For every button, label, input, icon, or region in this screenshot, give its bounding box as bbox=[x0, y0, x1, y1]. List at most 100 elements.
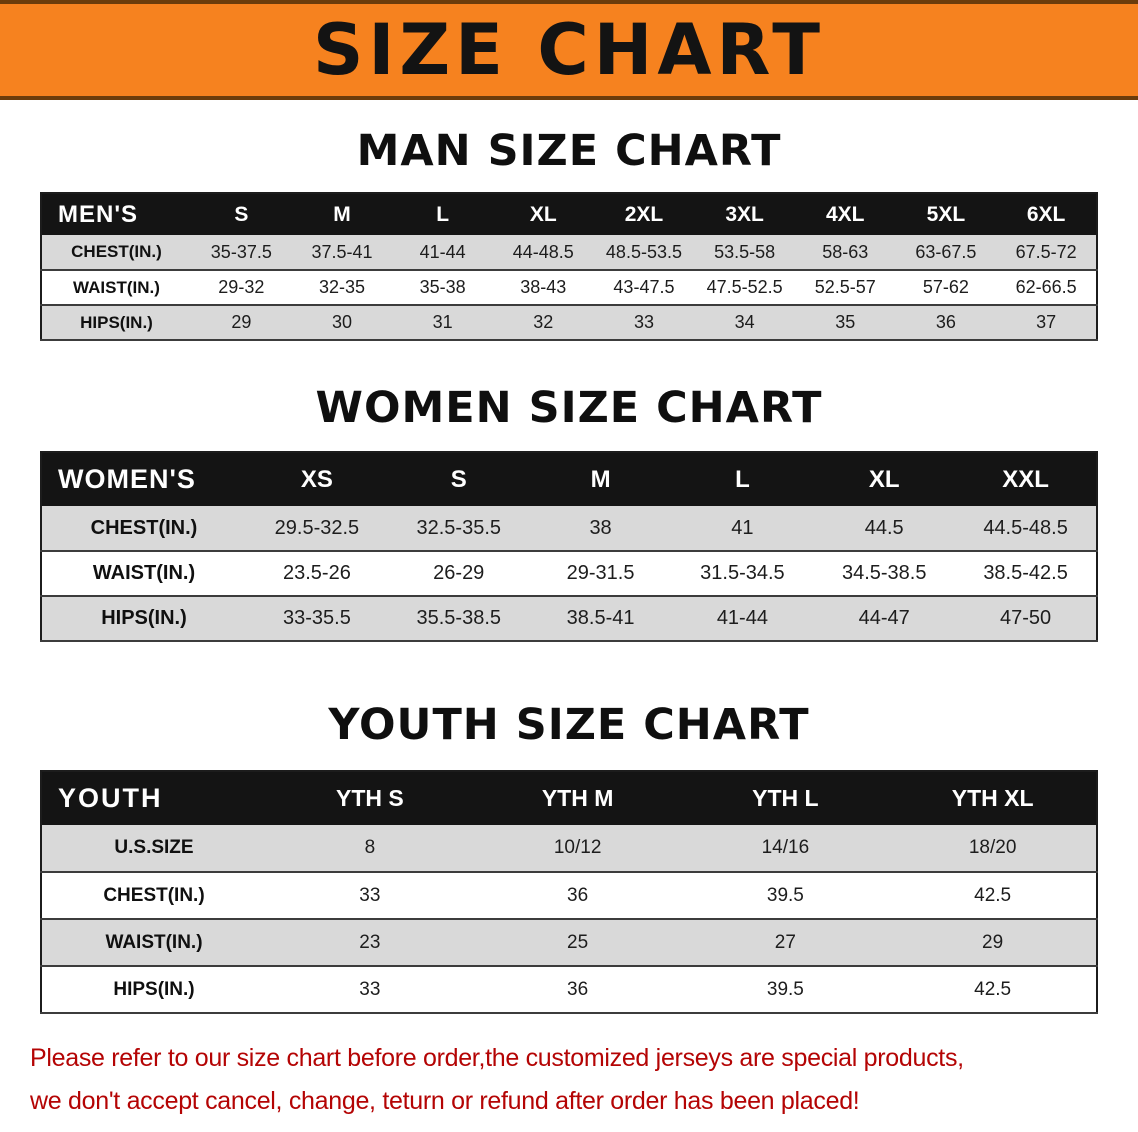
section-heading-youth: YOUTH SIZE CHART bbox=[328, 700, 810, 750]
cell-value: 30 bbox=[331, 312, 352, 332]
cell-value: 33 bbox=[633, 312, 654, 332]
cell-value: 10/12 bbox=[553, 837, 602, 858]
row-label: WAIST(IN.) bbox=[105, 931, 203, 953]
column-header: S bbox=[191, 193, 292, 235]
table-row: CHEST(IN.) 35-37.5 37.5-41 41-44 44-48.5 48.5… bbox=[41, 235, 1097, 270]
row-label: WAIST(IN.) bbox=[92, 562, 196, 584]
table-row: HIPS(IN.) 33 36 39.5 42.5 bbox=[41, 966, 1097, 1013]
column-header: YTH L bbox=[681, 771, 890, 825]
cell-value: 38 bbox=[589, 516, 612, 539]
cell-value: 57-62 bbox=[922, 277, 969, 297]
men-size-section: MAN SIZE CHART MEN'S S M L XL 2XL 3XL 4XL 5XL 6XL… bbox=[0, 126, 1138, 341]
cell-value: 44.5 bbox=[864, 516, 904, 539]
cell-value: 23 bbox=[359, 931, 381, 953]
column-header: 5XL bbox=[895, 193, 997, 235]
section-heading-men: MAN SIZE CHART bbox=[356, 126, 782, 176]
cell-value: 41 bbox=[731, 516, 754, 539]
cell-value: 35-38 bbox=[419, 277, 466, 297]
cell-value: 14/16 bbox=[761, 837, 810, 858]
row-label: HIPS(IN.) bbox=[101, 607, 187, 629]
column-header: YTH XL bbox=[889, 771, 1097, 825]
row-label: U.S.SIZE bbox=[114, 837, 194, 858]
cell-value: 36 bbox=[567, 978, 589, 1000]
cell-value: 38.5-41 bbox=[566, 607, 635, 629]
table-title: WOMEN'S bbox=[41, 452, 246, 506]
row-label: HIPS(IN.) bbox=[113, 978, 195, 1000]
table-row: HIPS(IN.) 29 30 31 32 33 34 35 36 37 bbox=[41, 305, 1097, 340]
table-row: WAIST(IN.) 23 25 27 29 bbox=[41, 919, 1097, 966]
table-title: YOUTH bbox=[41, 771, 266, 825]
column-header: XXL bbox=[955, 452, 1097, 506]
column-header: M bbox=[291, 193, 393, 235]
cell-value: 32-35 bbox=[318, 277, 365, 297]
table-header-row: WOMEN'S XS S M L XL XXL bbox=[41, 452, 1097, 506]
women-size-section: WOMEN SIZE CHART WOMEN'S XS S M L XL XXL CHEST(… bbox=[0, 383, 1138, 642]
cell-value: 31 bbox=[432, 312, 453, 332]
cell-value: 34 bbox=[734, 312, 755, 332]
cell-value: 23.5-26 bbox=[282, 562, 351, 584]
cell-value: 33 bbox=[359, 978, 381, 1000]
cell-value: 44-48.5 bbox=[512, 241, 574, 262]
cell-value: 32 bbox=[533, 312, 554, 332]
column-header: 2XL bbox=[593, 193, 695, 235]
cell-value: 33 bbox=[359, 884, 381, 906]
cell-value: 36 bbox=[935, 312, 956, 332]
column-header: YTH S bbox=[266, 771, 474, 825]
cell-value: 62-66.5 bbox=[1015, 277, 1077, 297]
column-header: XL bbox=[813, 452, 956, 506]
table-row: WAIST(IN.) 23.5-26 26-29 29-31.5 31.5-34.5 34… bbox=[41, 551, 1097, 596]
youth-size-section: YOUTH SIZE CHART YOUTH YTH S YTH M YTH L YTH… bbox=[0, 700, 1138, 1014]
cell-value: 41-44 bbox=[419, 241, 466, 262]
section-heading-women: WOMEN SIZE CHART bbox=[315, 383, 823, 433]
cell-value: 43-47.5 bbox=[613, 277, 675, 297]
column-header: S bbox=[387, 452, 530, 506]
footer-note: Please refer to our size chart before or… bbox=[0, 1042, 1138, 1117]
cell-value: 53.5-58 bbox=[714, 241, 776, 262]
cell-value: 31.5-34.5 bbox=[700, 562, 785, 584]
cell-value: 29-31.5 bbox=[566, 562, 635, 584]
column-header: 6XL bbox=[996, 193, 1097, 235]
cell-value: 44-47 bbox=[858, 607, 910, 629]
cell-value: 36 bbox=[567, 884, 589, 906]
cell-value: 42.5 bbox=[974, 978, 1012, 1000]
cell-value: 29 bbox=[231, 312, 252, 332]
table-row: HIPS(IN.) 33-35.5 35.5-38.5 38.5-41 41-44 44-… bbox=[41, 596, 1097, 641]
cell-value: 42.5 bbox=[974, 884, 1012, 906]
cell-value: 35.5-38.5 bbox=[416, 607, 501, 629]
table-title: MEN'S bbox=[41, 193, 191, 235]
women-size-table: WOMEN'S XS S M L XL XXL CHEST(IN.) 29.5-32.5 32.5… bbox=[40, 451, 1098, 642]
cell-value: 63-67.5 bbox=[915, 241, 977, 262]
table-row: WAIST(IN.) 29-32 32-35 35-38 38-43 43-47.5 47.… bbox=[41, 270, 1097, 305]
column-header: YTH M bbox=[473, 771, 682, 825]
column-header: 4XL bbox=[794, 193, 896, 235]
footer-line-1: Please refer to our size chart before or… bbox=[30, 1044, 964, 1072]
cell-value: 38.5-42.5 bbox=[983, 562, 1068, 584]
cell-value: 37 bbox=[1036, 312, 1057, 332]
cell-value: 35 bbox=[835, 312, 856, 332]
cell-value: 38-43 bbox=[520, 277, 567, 297]
cell-value: 44.5-48.5 bbox=[983, 516, 1068, 539]
row-label: CHEST(IN.) bbox=[90, 516, 198, 539]
row-label: HIPS(IN.) bbox=[80, 312, 153, 332]
table-header-row: YOUTH YTH S YTH M YTH L YTH XL bbox=[41, 771, 1097, 825]
cell-value: 8 bbox=[364, 837, 376, 858]
cell-value: 33-35.5 bbox=[282, 607, 351, 629]
column-header: M bbox=[529, 452, 672, 506]
youth-size-table: YOUTH YTH S YTH M YTH L YTH XL U.S.SIZE 8 10/12… bbox=[40, 770, 1098, 1014]
column-header: XL bbox=[492, 193, 594, 235]
cell-value: 29.5-32.5 bbox=[274, 516, 360, 539]
cell-value: 18/20 bbox=[968, 837, 1017, 858]
table-row: CHEST(IN.) 33 36 39.5 42.5 bbox=[41, 872, 1097, 919]
cell-value: 32.5-35.5 bbox=[416, 516, 501, 539]
men-size-table: MEN'S S M L XL 2XL 3XL 4XL 5XL 6XL CHEST(IN.) 35-37… bbox=[40, 192, 1098, 341]
cell-value: 29-32 bbox=[218, 277, 265, 297]
cell-value: 35-37.5 bbox=[210, 241, 272, 262]
cell-value: 67.5-72 bbox=[1015, 241, 1077, 262]
column-header: XS bbox=[246, 452, 388, 506]
column-header: 3XL bbox=[694, 193, 795, 235]
row-label: CHEST(IN.) bbox=[103, 884, 205, 906]
page-title: SIZE CHART bbox=[312, 9, 826, 91]
cell-value: 47-50 bbox=[999, 607, 1052, 629]
table-row: U.S.SIZE 8 10/12 14/16 18/20 bbox=[41, 825, 1097, 872]
